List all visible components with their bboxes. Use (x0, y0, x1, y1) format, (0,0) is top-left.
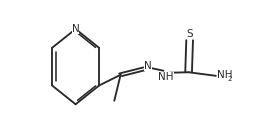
Text: 2: 2 (227, 76, 232, 82)
Text: NH: NH (158, 72, 174, 82)
Text: S: S (186, 29, 193, 39)
Text: NH: NH (217, 70, 232, 80)
Text: N: N (144, 61, 152, 71)
Text: N: N (72, 24, 79, 34)
